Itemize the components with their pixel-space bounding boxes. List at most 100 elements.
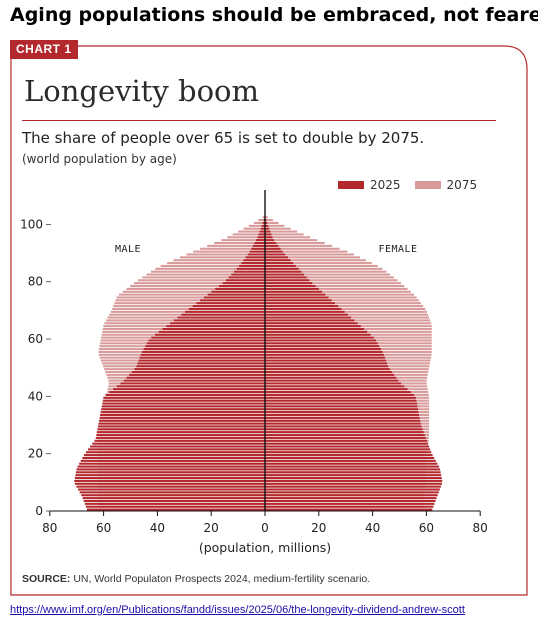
bar-2025-male [85,505,265,508]
bar-2025-female [265,333,371,336]
bar-2075-male [116,296,266,299]
bar-2025-male [154,333,265,336]
bar-2025-female [265,302,335,305]
bar-2025-female [265,345,380,348]
bar-2075-female [265,299,419,302]
bar-2075-female [265,273,391,276]
bar-2075-male [243,227,265,230]
bar-2025-male [81,494,265,497]
bar-2075-female [265,221,279,224]
bar-2025-male [83,454,265,457]
bar-2075-male [258,219,265,222]
bar-2025-female [265,454,433,457]
bar-2025-female [265,253,286,256]
bar-2025-male [87,448,265,451]
legend-item-2075: 2075 [414,178,477,192]
bar-2075-female [265,264,378,267]
bar-2025-female [265,451,432,454]
bar-2075-female [265,236,311,239]
bar-2075-female [265,262,372,265]
headline: Aging populations should be embraced, no… [10,4,538,26]
bar-2075-male [160,264,265,267]
bar-2025-male [95,436,265,439]
bar-2025-female [265,408,419,411]
bar-2025-male [200,299,265,302]
bar-2075-male [146,273,265,276]
bar-2025-female [265,482,443,485]
bar-2025-male [222,282,265,285]
bar-2075-female [265,241,325,245]
bar-2075-female [265,290,411,293]
bar-2025-male [94,439,265,442]
bar-2075-female [265,253,355,256]
x-tick-label: 40 [365,521,380,535]
bar-2025-female [265,445,430,448]
bar-2025-male [262,221,265,224]
bar-2025-male [85,451,265,454]
bar-2025-female [265,290,323,293]
bar-2025-male [131,370,265,374]
legend-item-2025: 2025 [338,178,401,192]
bar-2025-male [166,325,265,328]
bar-2025-female [265,471,441,474]
bar-2025-female [265,293,326,296]
bar-2025-female [265,362,388,365]
bar-2025-female [265,230,271,233]
bar-2025-male [79,462,265,465]
bar-2025-female [265,339,377,342]
bar-2025-female [265,322,358,325]
chart-card [10,45,528,596]
bar-2025-male [97,425,266,428]
bar-2075-female [265,282,402,285]
bar-2025-female [265,264,296,267]
bar-2025-male [75,474,265,477]
bar-2025-female [265,477,442,480]
bar-2075-male [115,299,265,302]
bar-2025-female [265,497,437,500]
bar-2025-female [265,411,419,414]
bar-2025-female [265,247,281,250]
bar-2025-female [265,307,342,310]
legend-swatch-2075 [414,181,441,189]
bar-2025-female [265,256,288,259]
bar-2025-male [192,305,265,308]
bar-2025-male [100,411,266,414]
bar-2025-female [265,456,435,460]
bar-2075-female [265,259,366,262]
bar-2025-female [265,284,316,288]
bar-2025-female [265,425,422,428]
bar-2075-male [238,230,265,233]
bar-2025-male [254,241,265,245]
bar-2075-female [265,293,415,296]
title-rule [22,120,496,121]
bar-2025-female [265,494,438,497]
bar-2075-female [265,216,268,219]
bar-2025-female [265,310,345,313]
bar-2025-male [181,313,265,316]
source-link[interactable]: https://www.imf.org/en/Publications/fand… [10,604,465,616]
bar-2075-male [130,284,265,288]
bar-2075-male [118,293,265,296]
bar-2075-male [227,236,265,239]
bar-2075-female [265,287,408,290]
y-tick-label: 100 [20,217,43,231]
bar-2075-female [265,307,426,310]
female-label: FEMALE [378,244,417,255]
x-tick-label: 60 [96,521,111,535]
bar-2025-female [265,416,420,419]
bar-2075-female [265,276,394,279]
bar-2025-male [239,264,265,267]
bar-2025-male [207,293,265,296]
bar-2025-male [247,253,265,256]
bar-2075-female [265,227,291,230]
bar-2025-female [265,348,381,351]
bar-2025-female [265,365,389,368]
bar-2075-female [265,230,298,233]
bar-2025-male [83,499,265,503]
bar-2025-male [148,339,265,342]
chart-note: (world population by age) [22,152,177,166]
bar-2025-male [78,488,265,491]
bar-2025-male [173,319,265,322]
bar-2025-female [265,434,425,437]
bar-2025-male [136,365,265,368]
